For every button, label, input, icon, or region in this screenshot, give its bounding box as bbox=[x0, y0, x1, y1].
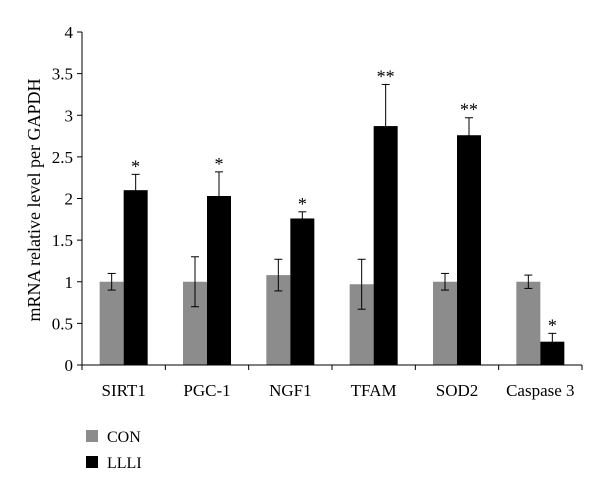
x-category-label: PGC-1 bbox=[183, 381, 230, 400]
x-category-label: SOD2 bbox=[436, 381, 479, 400]
y-tick-label: 1.5 bbox=[52, 231, 73, 250]
y-tick-label: 4 bbox=[65, 23, 74, 42]
y-tick-label: 2.5 bbox=[52, 148, 73, 167]
significance-marker: * bbox=[298, 194, 307, 214]
significance-marker: ** bbox=[460, 100, 478, 120]
y-tick-label: 0 bbox=[65, 356, 74, 375]
y-tick-label: 0.5 bbox=[52, 314, 73, 333]
bar-con-sod2 bbox=[433, 281, 457, 365]
legend: CON LLLI bbox=[86, 429, 142, 472]
bar-llli-ngf1 bbox=[290, 218, 315, 365]
y-tick-label: 3.5 bbox=[52, 65, 73, 84]
y-tick-label: 2 bbox=[65, 190, 74, 209]
bar-llli-caspase-3 bbox=[540, 341, 565, 365]
bar-con-sirt1 bbox=[99, 281, 124, 365]
legend-swatch-llli bbox=[86, 456, 98, 468]
x-category-label: Caspase 3 bbox=[506, 381, 574, 400]
y-axis-label: mRNA relative level per GAPDH bbox=[24, 79, 44, 322]
legend-label-con: CON bbox=[107, 429, 141, 446]
y-axis-ticks: 0 0.5 1 1.5 2 2.5 3 3.5 4 bbox=[52, 23, 82, 375]
bar-llli-pgc-1 bbox=[207, 196, 231, 365]
bar-llli-sod2 bbox=[457, 135, 481, 365]
bar-llli-sirt1 bbox=[123, 190, 148, 365]
significance-marker: ** bbox=[377, 66, 395, 86]
significance-marker: * bbox=[215, 154, 224, 174]
axes bbox=[81, 32, 583, 370]
legend-swatch-con bbox=[86, 430, 98, 442]
x-category-label: SIRT1 bbox=[102, 381, 146, 400]
category-labels: SIRT1 PGC-1 NGF1 TFAM SOD2 Caspase 3 bbox=[102, 381, 575, 400]
legend-label-llli: LLLI bbox=[107, 455, 142, 472]
bar-con-caspase-3 bbox=[516, 281, 541, 365]
y-tick-label: 1 bbox=[65, 273, 74, 292]
x-category-label: NGF1 bbox=[269, 381, 312, 400]
bars: * ******* bbox=[99, 66, 565, 365]
x-category-label: TFAM bbox=[351, 381, 397, 400]
significance-marker: * bbox=[131, 156, 140, 176]
significance-marker: * bbox=[548, 315, 557, 335]
y-tick-label: 3 bbox=[65, 106, 74, 125]
